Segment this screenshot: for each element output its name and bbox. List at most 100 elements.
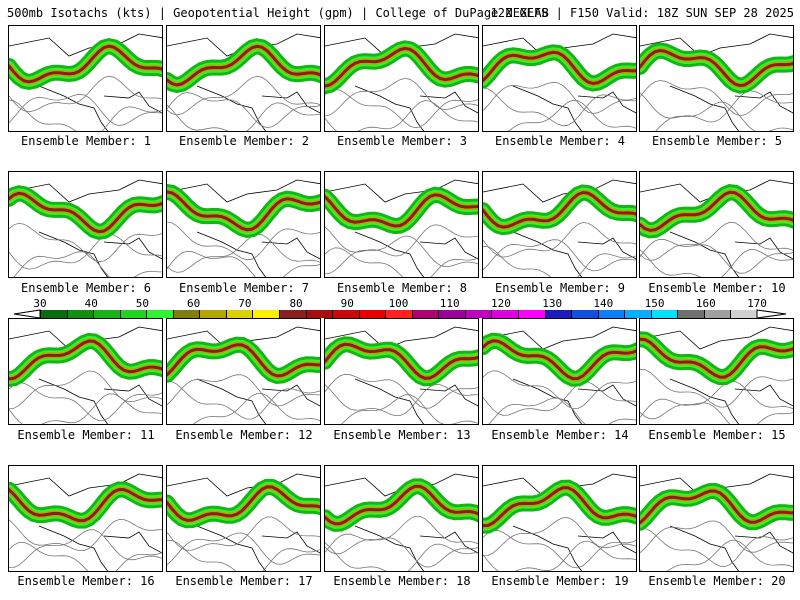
jet-isotach-band <box>325 484 478 526</box>
jet-isotach-band <box>167 485 320 522</box>
height-contour <box>167 532 320 566</box>
height-contour <box>9 393 162 424</box>
height-contour <box>9 541 162 571</box>
jet-isotach-band <box>325 46 478 88</box>
coastline-outline <box>325 179 478 277</box>
colorbar-swatch <box>119 310 147 318</box>
ensemble-member-caption: Ensemble Member: 5 <box>651 134 783 148</box>
ensemble-member-map <box>482 318 637 425</box>
ensemble-member-caption: Ensemble Member: 13 <box>333 428 471 442</box>
height-contour <box>483 517 636 556</box>
ensemble-member-caption: Ensemble Member: 2 <box>178 134 310 148</box>
height-contour <box>341 394 478 424</box>
height-contour <box>167 516 320 551</box>
ensemble-member-map <box>324 171 479 278</box>
colorbar-tick-label: 110 <box>439 297 460 310</box>
height-contour <box>655 101 793 131</box>
jet-isotach-band <box>9 44 162 84</box>
page-title: 500mb Isotachs (kts) | Geopotential Heig… <box>7 6 549 20</box>
height-contour <box>9 382 162 422</box>
height-contour <box>167 92 320 129</box>
height-contour <box>9 234 162 270</box>
ensemble-member-caption: Ensemble Member: 1 <box>20 134 152 148</box>
colorbar-tick-label: 70 <box>238 297 252 310</box>
height-contour <box>640 368 793 408</box>
height-contour <box>640 90 793 123</box>
height-contour <box>325 224 478 257</box>
height-contour <box>483 540 636 571</box>
height-contour <box>640 80 793 117</box>
height-contour <box>9 93 162 126</box>
height-contour <box>640 249 793 277</box>
colorbar-arrows <box>13 309 787 319</box>
colorbar-tick-label: 50 <box>135 297 150 310</box>
ensemble-member-map <box>639 171 794 278</box>
ensemble-member-caption: Ensemble Member: 12 <box>175 428 313 442</box>
height-contour <box>325 542 478 571</box>
colorbar-tick-label: 170 <box>747 297 767 310</box>
ensemble-member-map <box>324 318 479 425</box>
colorbar-swatch <box>225 310 253 318</box>
ensemble-member-caption: Ensemble Member: 10 <box>648 281 786 295</box>
colorbar-tick-label: 40 <box>84 297 98 310</box>
colorbar-tick-label: 80 <box>289 297 303 310</box>
jet-isotach-band <box>9 339 162 381</box>
colorbar-swatch <box>703 310 731 318</box>
colorbar-swatch <box>624 310 652 318</box>
colorbar-swatch <box>730 310 758 318</box>
coastline-outline <box>9 33 162 131</box>
colorbar-swatch <box>358 310 386 318</box>
ensemble-member-map <box>639 25 794 132</box>
colorbar-tick-label: 130 <box>542 297 563 310</box>
colorbar-swatch <box>199 310 227 318</box>
jet-isotach-band <box>167 44 320 87</box>
height-contour <box>640 398 793 424</box>
jet-isotach-band <box>325 342 478 380</box>
height-contour <box>483 87 636 127</box>
jet-isotach-band <box>167 190 320 232</box>
ensemble-member-map <box>482 25 637 132</box>
colorbar-swatch <box>464 310 492 318</box>
ensemble-member-map <box>166 171 321 278</box>
ensemble-member-caption: Ensemble Member: 20 <box>648 574 786 588</box>
height-contour <box>325 247 478 277</box>
coastline-outline <box>167 473 320 571</box>
height-contour <box>325 88 478 129</box>
jet-isotach-band <box>640 489 793 525</box>
ensemble-member-caption: Ensemble Member: 15 <box>648 428 786 442</box>
height-contour <box>325 384 478 416</box>
height-contour <box>483 245 636 277</box>
height-contour <box>167 221 320 261</box>
ensemble-member-map <box>166 318 321 425</box>
height-contour <box>167 75 320 116</box>
colorbar-swatch <box>544 310 572 318</box>
colorbar-tick-label: 100 <box>388 297 409 310</box>
colorbar-swatch <box>677 310 705 318</box>
coastline-outline <box>325 326 478 424</box>
height-contour <box>640 221 793 261</box>
ensemble-member-map <box>8 318 163 425</box>
colorbar-strip <box>40 310 758 318</box>
ensemble-member-map <box>639 465 794 572</box>
jet-isotach-band <box>483 190 636 229</box>
coastline-outline <box>9 473 162 571</box>
ensemble-member-caption: Ensemble Member: 4 <box>494 134 626 148</box>
ensemble-member-caption: Ensemble Member: 9 <box>494 281 626 295</box>
ensemble-member-caption: Ensemble Member: 3 <box>336 134 468 148</box>
ensemble-member-map <box>166 25 321 132</box>
colorbar-swatch <box>305 310 333 318</box>
jet-isotach-band <box>167 343 320 378</box>
ensemble-member-map <box>324 25 479 132</box>
coastline-outline <box>167 179 320 277</box>
height-contour <box>167 374 320 407</box>
colorbar-swatch <box>279 310 306 318</box>
height-contour <box>508 99 636 131</box>
ensemble-member-map <box>8 171 163 278</box>
jet-isotach-band <box>640 48 793 88</box>
ensemble-member-caption: Ensemble Member: 7 <box>178 281 310 295</box>
colorbar-swatch <box>597 310 625 318</box>
height-contour <box>9 519 162 551</box>
colorbar-swatch <box>252 310 280 318</box>
height-contour <box>640 520 793 554</box>
colorbar-swatch <box>146 310 174 318</box>
